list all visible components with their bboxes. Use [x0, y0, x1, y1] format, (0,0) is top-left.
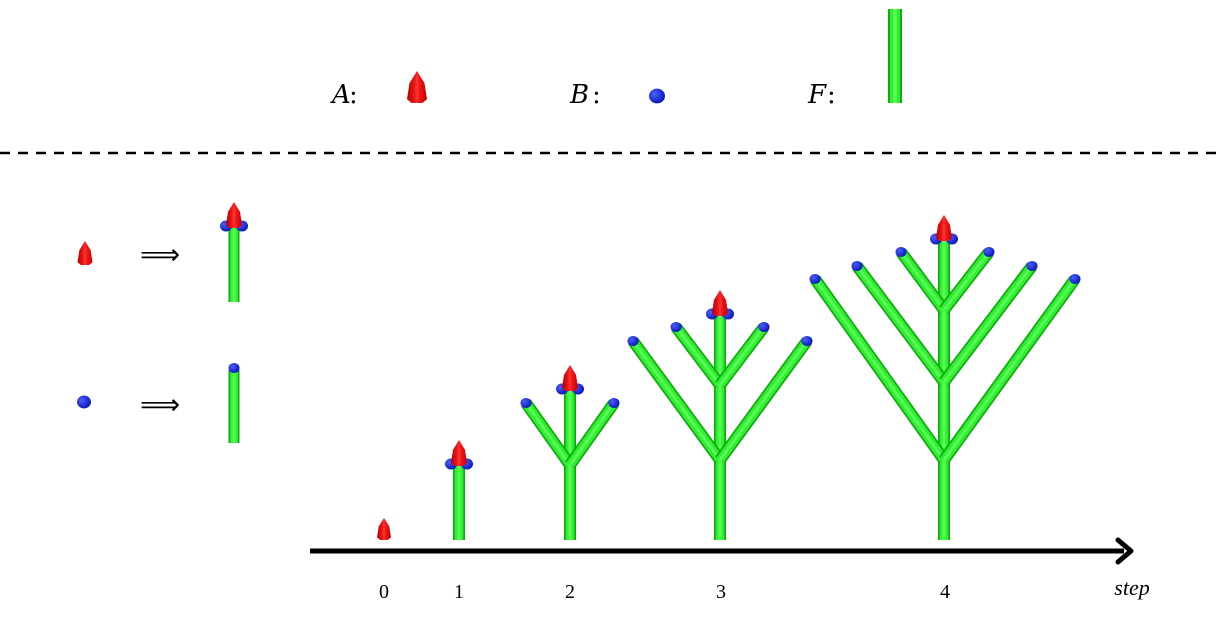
- stage-1-plant: [445, 440, 473, 540]
- branch-segment: [565, 399, 619, 469]
- branch-segment: [521, 399, 575, 469]
- bud-icon: [1026, 260, 1038, 272]
- bud-icon: [809, 273, 821, 285]
- branch-segment: [939, 262, 1037, 386]
- bud-icon: [895, 246, 907, 258]
- branch-segment: [939, 248, 994, 314]
- stage-2-plant: [520, 365, 620, 540]
- apex-icon: [936, 215, 952, 241]
- legend-item-b: B :: [569, 80, 665, 110]
- stage-0-plant: [377, 518, 391, 540]
- legend-colon-f: :: [827, 80, 836, 110]
- branch-segment: [852, 262, 949, 386]
- rule-b-lhs-bud-icon: [77, 395, 91, 409]
- bud-icon: [520, 397, 532, 409]
- legend-symbol-a: A: [330, 80, 351, 110]
- growth-stages: [377, 215, 1081, 540]
- branch-segment: [715, 323, 769, 389]
- bud-icon: [649, 88, 665, 104]
- tick-label-3: 3: [716, 581, 726, 603]
- axis-label: step: [1114, 575, 1149, 600]
- step-axis: 0 1 2 3 4 step: [310, 537, 1150, 603]
- rule-a-lhs-apex-icon: [77, 241, 93, 265]
- legend-item-f: F :: [807, 9, 902, 110]
- bud-icon: [627, 335, 639, 347]
- branch-segment: [810, 275, 949, 464]
- apex-icon: [226, 202, 242, 228]
- apex-icon: [562, 365, 578, 391]
- apex-icon: [377, 518, 391, 540]
- bud-icon: [670, 321, 682, 333]
- legend-colon-b: :: [592, 80, 601, 110]
- bud-icon: [77, 395, 91, 409]
- apex-icon: [407, 71, 427, 103]
- legend: A : B : F :: [330, 9, 902, 110]
- bud-icon: [649, 88, 665, 104]
- legend-symbol-b: B: [569, 80, 589, 110]
- apex-icon: [77, 241, 93, 265]
- tick-label-0: 0: [379, 581, 389, 603]
- branch-segment: [939, 275, 1080, 464]
- stage-4-plant: [809, 215, 1081, 540]
- bud-icon: [228, 362, 240, 374]
- bud-icon: [608, 397, 620, 409]
- branch-segment: [896, 248, 949, 314]
- bud-icon: [1069, 273, 1081, 285]
- apex-icon: [407, 71, 427, 103]
- apex-icon: [712, 290, 728, 316]
- rule-b-arrow: ⟹: [140, 388, 180, 421]
- tick-label-4: 4: [940, 581, 950, 603]
- bud-icon: [801, 335, 813, 347]
- legend-item-a: A :: [330, 71, 427, 110]
- branch-segment: [715, 337, 812, 464]
- branch-segment: [671, 323, 725, 389]
- rule-a-arrow: ⟹: [140, 238, 180, 271]
- branch-segment: [628, 337, 725, 464]
- rule-b-rhs-figure: [228, 362, 240, 443]
- bud-icon: [851, 260, 863, 272]
- apex-icon: [451, 440, 467, 466]
- bud-icon: [758, 321, 770, 333]
- bud-icon: [983, 246, 995, 258]
- stage-3-plant: [627, 290, 813, 540]
- legend-symbol-f: F: [807, 80, 827, 110]
- tick-label-1: 1: [454, 581, 464, 603]
- axis-arrowhead: [1115, 537, 1134, 565]
- production-rules: ⟹ ⟹: [77, 202, 248, 443]
- rule-a: ⟹: [77, 202, 248, 302]
- rule-b: ⟹: [77, 362, 240, 443]
- rule-a-rhs-figure: [220, 202, 248, 302]
- tick-label-2: 2: [565, 581, 575, 603]
- legend-colon-a: :: [349, 80, 358, 110]
